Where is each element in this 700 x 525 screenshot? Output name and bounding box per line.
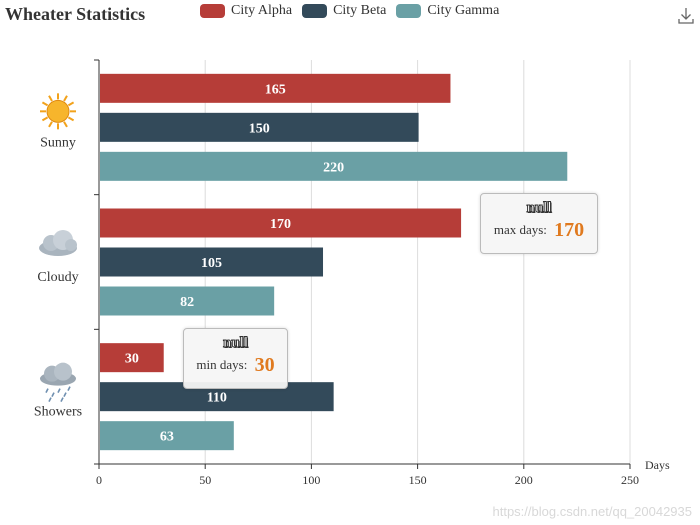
bar-value-label: 30 [125, 352, 139, 367]
annotation-value: 170 [554, 219, 585, 241]
bar-value-label: 105 [201, 256, 222, 271]
annotation-value: 30 [254, 354, 275, 376]
bar-value-label: 63 [160, 430, 174, 445]
download-icon[interactable] [676, 6, 696, 26]
legend-item-city-beta[interactable]: City Beta [302, 3, 386, 19]
legend-item-city-alpha[interactable]: City Alpha [200, 3, 292, 19]
x-tick-label: 250 [621, 473, 639, 487]
bar[interactable] [100, 286, 275, 316]
min-annotation: null min days: 30 [183, 328, 288, 389]
x-tick-label: 200 [515, 473, 533, 487]
bar[interactable] [100, 208, 462, 238]
legend: City Alpha City Beta City Gamma [200, 3, 509, 19]
x-tick-label: 50 [199, 473, 211, 487]
bar-value-label: 170 [270, 217, 291, 232]
annotation-title: null [222, 335, 249, 352]
bar[interactable] [100, 151, 568, 181]
bar-value-label: 150 [249, 121, 270, 136]
legend-swatch [396, 4, 422, 18]
sun-icon [40, 93, 76, 130]
legend-swatch [302, 4, 328, 18]
bar[interactable] [100, 73, 451, 103]
category-label: Sunny [40, 135, 76, 150]
x-tick-label: 150 [409, 473, 427, 487]
x-tick-label: 0 [96, 473, 102, 487]
rain-icon [40, 362, 76, 403]
chart-title: Wheater Statistics [5, 4, 146, 24]
bar[interactable] [100, 343, 164, 373]
legend-label: City Beta [333, 3, 387, 18]
annotation-title: null [526, 200, 552, 217]
bar-value-label: 165 [265, 82, 286, 97]
x-tick-label: 100 [302, 473, 320, 487]
annotation-label: min days: [196, 357, 248, 372]
legend-item-city-gamma[interactable]: City Gamma [396, 3, 499, 19]
watermark: https://blog.csdn.net/qq_20042935 [492, 504, 693, 519]
bar-value-label: 220 [323, 160, 344, 175]
legend-label: City Gamma [427, 3, 500, 18]
bar[interactable] [100, 247, 324, 277]
legend-swatch [200, 4, 225, 18]
category-label: Cloudy [37, 270, 78, 285]
bar-value-label: 82 [180, 295, 194, 310]
annotation-label: max days: [493, 222, 547, 237]
max-annotation: null max days: 170 [480, 193, 598, 254]
x-axis-label: Days [645, 458, 670, 472]
legend-label: City Alpha [231, 3, 293, 18]
bar[interactable] [100, 421, 234, 451]
bar[interactable] [100, 112, 419, 142]
category-label: Showers [34, 405, 82, 420]
cloud-icon [39, 230, 77, 256]
bar-value-label: 110 [207, 391, 227, 406]
